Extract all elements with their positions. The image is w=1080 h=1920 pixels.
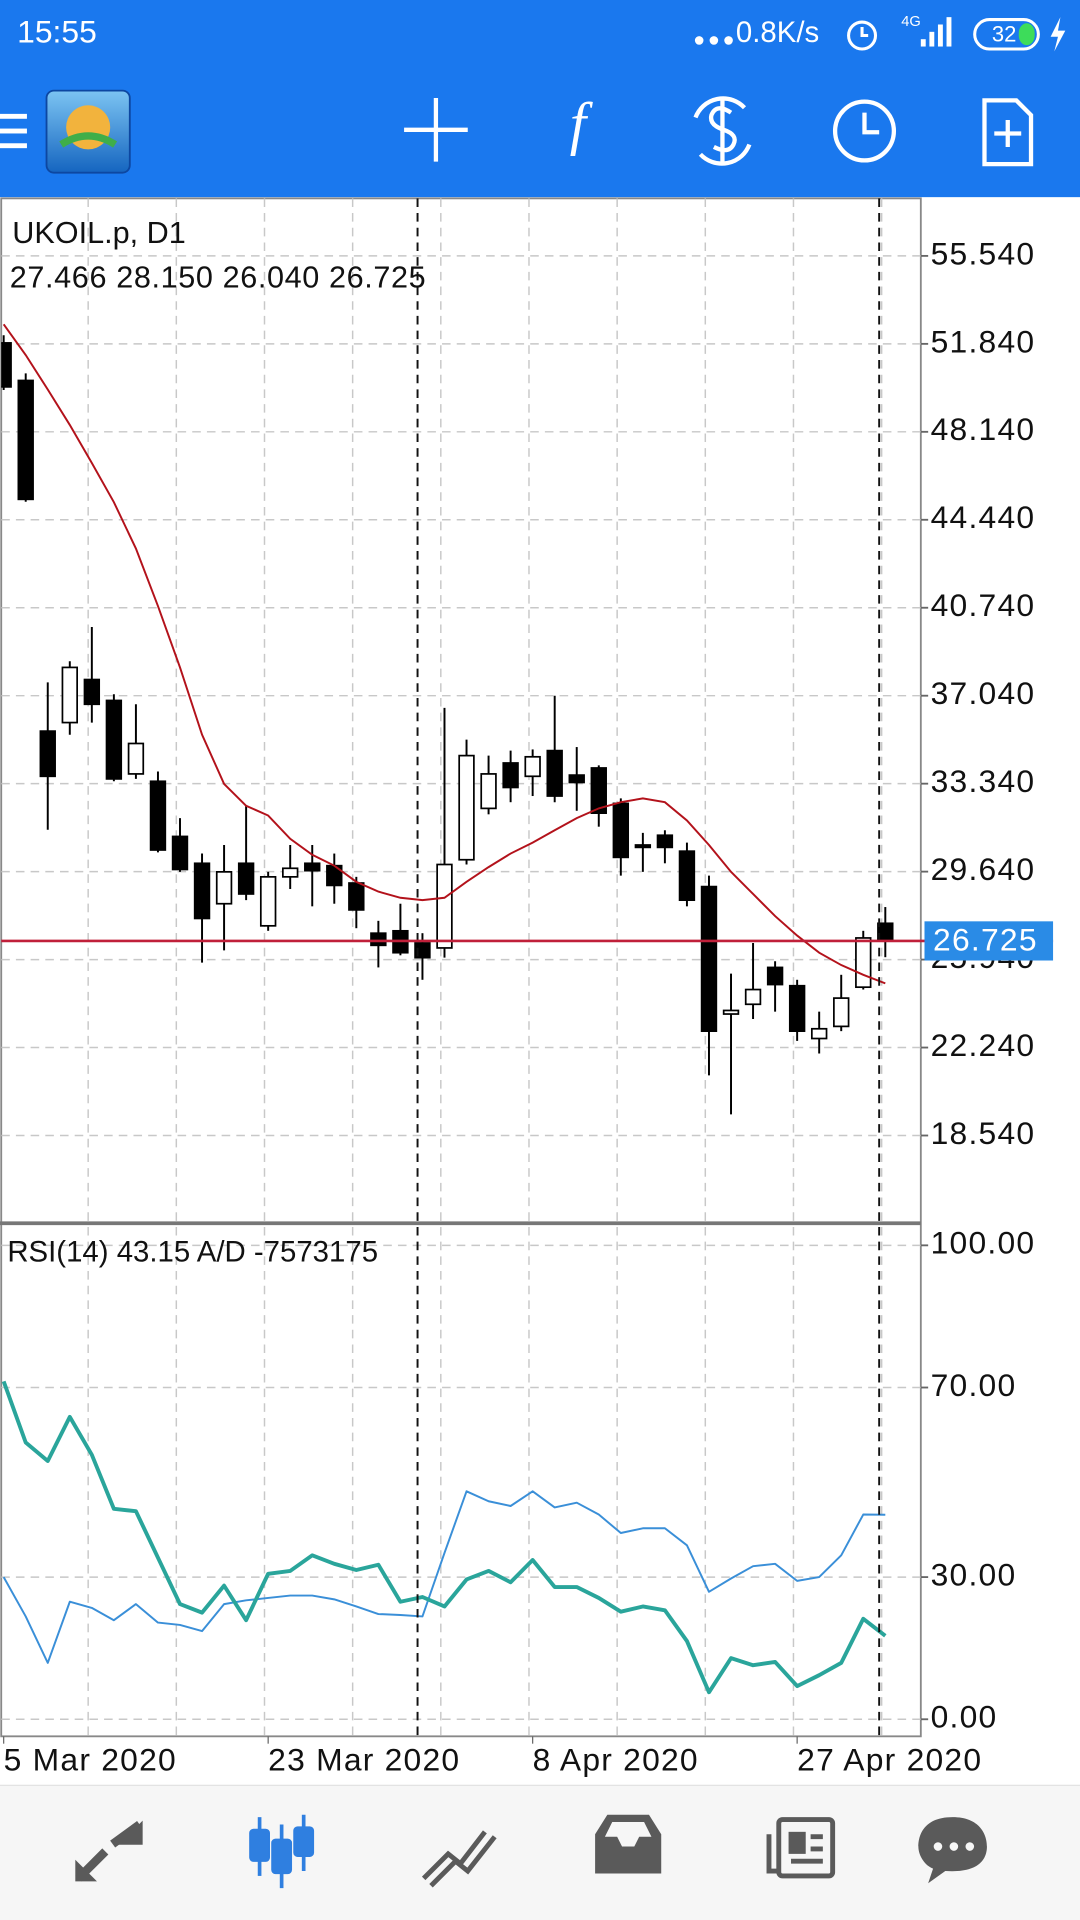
candle-body: [568, 774, 585, 784]
candle-body: [17, 379, 34, 501]
status-network: 4G: [901, 14, 921, 30]
candle-body: [193, 862, 211, 920]
candle-body: [656, 834, 674, 849]
y-tick-label: 37.040: [931, 675, 1036, 711]
y-tick-label: 100.00: [931, 1225, 1036, 1261]
status-dots: [694, 36, 733, 45]
y-tick-label: 29.640: [931, 851, 1036, 887]
candle-body: [744, 988, 762, 1006]
x-tick-label: 23 Mar 2020: [268, 1741, 460, 1777]
candle-body: [612, 802, 630, 859]
signal-icon: [920, 17, 952, 47]
y-tick-label: 70.00: [931, 1367, 1017, 1403]
x-tick-label: 8 Apr 2020: [533, 1741, 699, 1777]
timeframe-button[interactable]: [832, 99, 897, 163]
candle-body: [788, 984, 806, 1032]
candle-body: [39, 730, 56, 778]
crosshair-button[interactable]: [404, 97, 468, 162]
current-price-label: 26.725: [933, 922, 1038, 958]
battery-icon: [973, 18, 1040, 51]
candle-body: [105, 699, 123, 780]
y-tick-label: 44.440: [931, 499, 1036, 535]
y-tick-label: 51.840: [931, 323, 1036, 359]
chat-tab[interactable]: [918, 1817, 987, 1884]
candle-body: [83, 678, 101, 706]
candle-body: [590, 767, 607, 814]
candle-body: [282, 867, 299, 878]
battery-level: [1018, 23, 1035, 46]
candle-body: [370, 932, 387, 947]
indicator-line: [2, 1490, 886, 1664]
ohlc-readout: 27.466 28.150 26.040 26.725: [10, 260, 427, 294]
y-tick-label: 30.00: [931, 1556, 1017, 1592]
status-battery: 32: [992, 21, 1017, 46]
candle-body: [678, 850, 696, 902]
top-bar: [0, 0, 1080, 198]
candle-body: [634, 844, 652, 849]
charging-icon: [1050, 17, 1066, 52]
indicator-line: [1, 1380, 887, 1695]
candle-body: [810, 1027, 828, 1040]
chart-tab[interactable]: [249, 1814, 315, 1889]
candle-body: [546, 749, 563, 797]
bottom-nav: [0, 1785, 1080, 1920]
period-separators: [416, 198, 881, 1737]
quotes-tab[interactable]: [75, 1820, 143, 1882]
candle-body: [149, 780, 167, 851]
trade-tab[interactable]: [421, 1830, 497, 1888]
y-tick-label: 18.540: [931, 1115, 1036, 1151]
candle-body: [259, 875, 277, 927]
candle-body: [1, 342, 12, 388]
alarm-icon: [847, 20, 878, 51]
candle-body: [127, 742, 145, 775]
candle-body: [502, 762, 519, 789]
candle-body: [480, 773, 497, 810]
current-price-box: [924, 921, 1054, 961]
axes: 55.540 51.840 48.140 44.440 40.740 37.040 33.3…: [1, 235, 1054, 1777]
candle-body: [61, 666, 78, 724]
price-panel: [1, 255, 921, 1137]
menu-button[interactable]: [0, 113, 27, 149]
candle-body: [215, 871, 233, 905]
candle-body: [766, 966, 784, 986]
y-tick-label: 22.240: [931, 1027, 1036, 1063]
rsi-panel: [1, 1244, 921, 1720]
candle-body: [436, 863, 453, 949]
candle-body: [171, 835, 189, 871]
x-tick-label: 5 Mar 2020: [4, 1741, 177, 1777]
y-tick-label: 33.340: [931, 763, 1036, 799]
vertical-grid: [87, 198, 883, 1737]
app-icon-globe: [66, 105, 111, 150]
candle-body: [304, 862, 321, 872]
candle-body: [700, 885, 718, 1032]
candle-body: [524, 755, 541, 778]
status-time: 15:55: [17, 14, 97, 50]
y-tick-label: 0.00: [931, 1699, 998, 1735]
news-tab[interactable]: [766, 1817, 836, 1879]
candle-body: [414, 942, 431, 959]
y-tick-label: 40.740: [931, 587, 1036, 623]
history-tab[interactable]: [595, 1814, 662, 1874]
trade-button[interactable]: [693, 96, 752, 166]
moving-average: [2, 323, 886, 985]
status-speed: 0.8K/s: [736, 16, 819, 49]
candle-body: [855, 937, 872, 989]
app-icon-swoosh: [59, 132, 118, 148]
y-tick-label: 55.540: [931, 235, 1036, 271]
candle-body: [237, 862, 255, 895]
candle-body: [348, 882, 365, 911]
candle-body: [833, 997, 850, 1028]
candle-body: [722, 1009, 740, 1015]
chart-title: UKOIL.p, D1: [12, 216, 186, 250]
new-order-button[interactable]: [982, 98, 1034, 167]
candle-body: [458, 754, 475, 861]
indicator-title: RSI(14) 43.15 A/D -7573175: [7, 1236, 378, 1269]
x-tick-label: 27 Apr 2020: [797, 1741, 982, 1777]
y-tick-label: 48.140: [931, 411, 1036, 447]
